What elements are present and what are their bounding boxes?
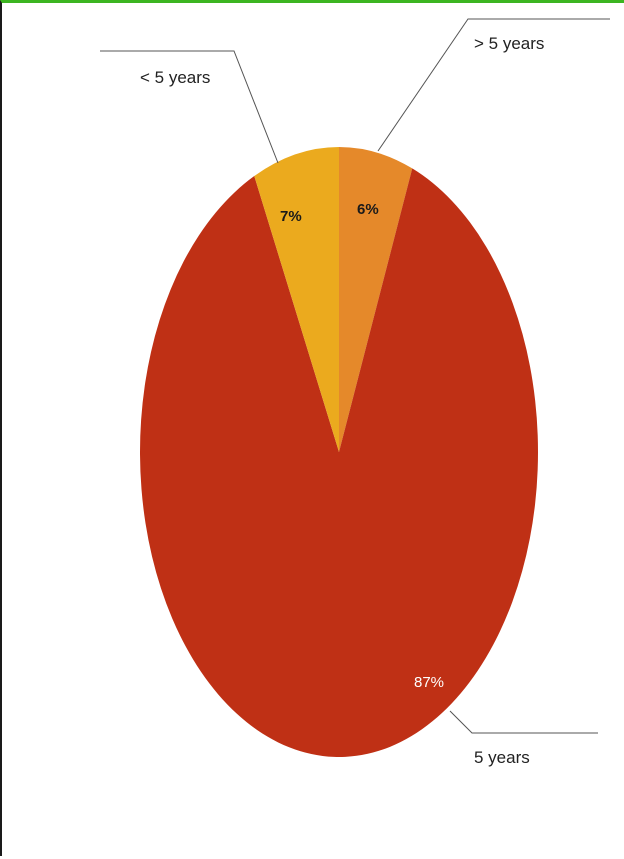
pie-slices (140, 147, 539, 758)
slice-gt5 (339, 147, 413, 452)
slice-lt5 (254, 147, 339, 452)
leader-line-lt5 (100, 50, 279, 164)
slice-5 (140, 168, 539, 758)
slice-value-lt5: 7% (280, 208, 302, 225)
slice-value-5: 87% (414, 674, 444, 691)
slice-label-gt5: > 5 years (474, 34, 544, 53)
slice-value-gt5: 6% (357, 201, 379, 218)
leader-line-5 (449, 710, 598, 734)
pie-chart: > 5 years < 5 years 5 years 6% 7% 87% (100, 18, 610, 767)
leader-line-gt5 (377, 18, 610, 152)
slice-label-lt5: < 5 years (140, 68, 210, 87)
slice-label-5: 5 years (474, 748, 530, 767)
